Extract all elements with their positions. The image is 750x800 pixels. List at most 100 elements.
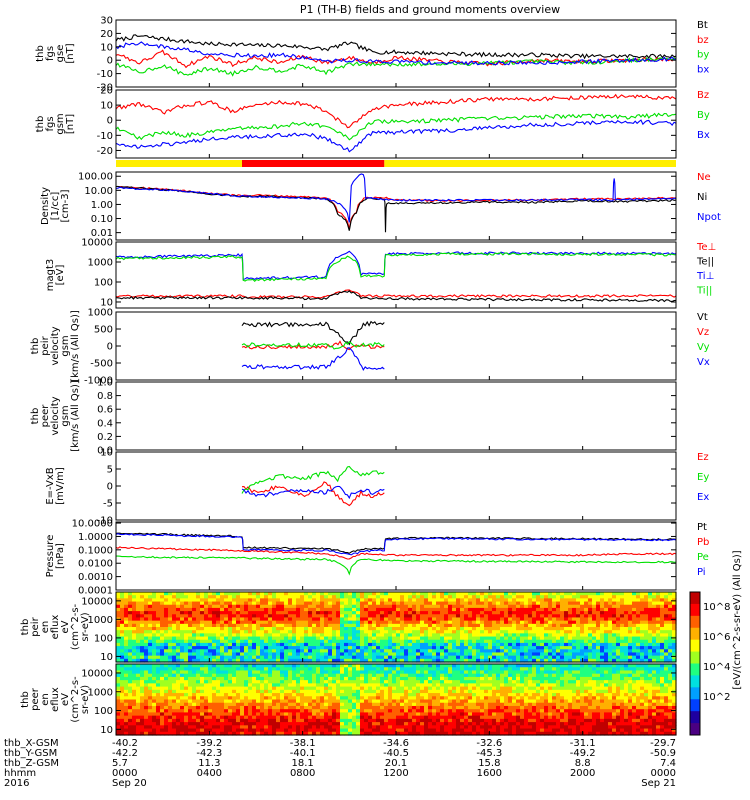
- spectrogram-cell: [372, 598, 377, 603]
- spectrogram-cell: [192, 696, 197, 701]
- spectrogram-cell: [164, 670, 169, 675]
- spectrogram-cell: [244, 686, 249, 691]
- spectrogram-cell: [400, 620, 405, 625]
- spectrogram-cell: [256, 699, 261, 704]
- spectrogram-cell: [284, 627, 289, 631]
- spectrogram-cell: [412, 617, 417, 622]
- spectrogram-cell: [572, 617, 577, 622]
- spectrogram-cell: [336, 611, 341, 615]
- spectrogram-cell: [428, 630, 433, 634]
- spectrogram-cell: [168, 718, 173, 723]
- spectrogram-cell: [596, 652, 601, 657]
- spectrogram-cell: [184, 676, 189, 681]
- spectrogram-cell: [248, 683, 253, 688]
- series-line-Pi: [115, 533, 677, 556]
- spectrogram-cell: [120, 699, 125, 704]
- spectrogram-cell: [288, 718, 293, 723]
- spectrogram-cell: [668, 633, 673, 638]
- spectrogram-cell: [384, 620, 389, 625]
- spectrogram-cell: [192, 595, 197, 599]
- spectrogram-cell: [164, 683, 169, 688]
- spectrogram-cell: [296, 680, 301, 684]
- spectrogram-cell: [236, 649, 241, 654]
- spectrogram-cell: [464, 658, 469, 663]
- spectrogram-cell: [656, 627, 661, 631]
- spectrogram-cell: [188, 595, 193, 599]
- spectrogram-cell: [368, 702, 373, 707]
- spectrogram-cell: [248, 712, 253, 717]
- spectrogram-cell: [232, 595, 237, 599]
- spectrogram-cell: [288, 715, 293, 720]
- spectrogram-cell: [324, 649, 329, 654]
- spectrogram-cell: [596, 611, 601, 615]
- spectrogram-cell: [176, 617, 181, 622]
- spectrogram-cell: [232, 676, 237, 681]
- spectrogram-cell: [232, 655, 237, 660]
- spectrogram-cell: [128, 604, 133, 609]
- spectrogram-cell: [528, 630, 533, 634]
- spectrogram-cell: [292, 655, 297, 660]
- spectrogram-cell: [364, 595, 369, 599]
- spectrogram-cell: [196, 633, 201, 638]
- spectrogram-cell: [356, 693, 361, 697]
- spectrogram-cell: [164, 595, 169, 599]
- spectrogram-cell: [228, 689, 233, 694]
- spectrogram-cell: [640, 614, 645, 619]
- spectrogram-cell: [332, 673, 337, 678]
- spectrogram-cell: [452, 601, 457, 606]
- spectrogram-cell: [348, 595, 353, 599]
- spectrogram-cell: [544, 604, 549, 609]
- spectrogram-cell: [620, 649, 625, 654]
- spectrogram-cell: [260, 667, 265, 672]
- spectrogram-cell: [132, 652, 137, 657]
- y-tick-label: 0.0: [97, 446, 113, 457]
- spectrogram-cell: [628, 636, 633, 641]
- spectrogram-cell: [524, 620, 529, 625]
- spectrogram-cell: [596, 620, 601, 625]
- spectrogram-cell: [232, 607, 237, 612]
- spectrogram-cell: [440, 601, 445, 606]
- spectrogram-cell: [396, 689, 401, 694]
- spectrogram-cell: [240, 652, 245, 657]
- spectrogram-cell: [668, 592, 673, 596]
- spectrogram-cell: [324, 592, 329, 596]
- spectrogram-cell: [580, 598, 585, 603]
- spectrogram-cell: [320, 725, 325, 730]
- spectrogram-cell: [380, 676, 385, 681]
- spectrogram-cell: [140, 712, 145, 717]
- spectrogram-cell: [540, 601, 545, 606]
- spectrogram-cell: [232, 709, 237, 714]
- spectrogram-cell: [548, 601, 553, 606]
- spectrogram-cell: [416, 639, 421, 644]
- spectrogram-cell: [352, 667, 357, 672]
- spectrogram-cell: [140, 620, 145, 625]
- spectrogram-cell: [228, 617, 233, 622]
- spectrogram-cell: [124, 728, 129, 733]
- spectrogram-cell: [444, 592, 449, 596]
- spectrogram-cell: [324, 633, 329, 638]
- spectrogram-cell: [560, 592, 565, 596]
- spectrogram-cell: [448, 611, 453, 615]
- spectrogram-cell: [584, 620, 589, 625]
- spectrogram-cell: [172, 689, 177, 694]
- spectrogram-cell: [204, 705, 209, 710]
- spectrogram-cell: [260, 646, 265, 650]
- spectrogram-cell: [164, 718, 169, 723]
- spectrogram-cell: [668, 601, 673, 606]
- spectrogram-cell: [196, 592, 201, 596]
- spectrogram-cell: [368, 705, 373, 710]
- spectrogram-cell: [392, 617, 397, 622]
- spectrogram-cell: [308, 667, 313, 672]
- spectrogram-cell: [436, 652, 441, 657]
- spectrogram-cell: [352, 639, 357, 644]
- spectrogram-cell: [216, 709, 221, 714]
- spectrogram-cell: [172, 702, 177, 707]
- spectrogram-cell: [156, 731, 161, 736]
- spectrogram-cell: [488, 658, 493, 663]
- spectrogram-cell: [564, 633, 569, 638]
- spectrogram-cell: [188, 652, 193, 657]
- spectrogram-cell: [256, 705, 261, 710]
- spectrogram-cell: [508, 620, 513, 625]
- spectrogram-cell: [320, 664, 325, 668]
